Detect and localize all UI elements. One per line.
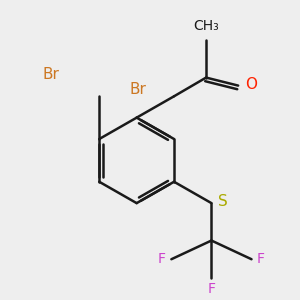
Text: F: F <box>257 252 265 266</box>
Text: Br: Br <box>42 68 59 82</box>
Text: S: S <box>218 194 228 209</box>
Text: CH₃: CH₃ <box>193 20 219 34</box>
Text: F: F <box>207 282 215 296</box>
Text: F: F <box>158 252 166 266</box>
Text: Br: Br <box>129 82 146 97</box>
Text: O: O <box>245 77 257 92</box>
